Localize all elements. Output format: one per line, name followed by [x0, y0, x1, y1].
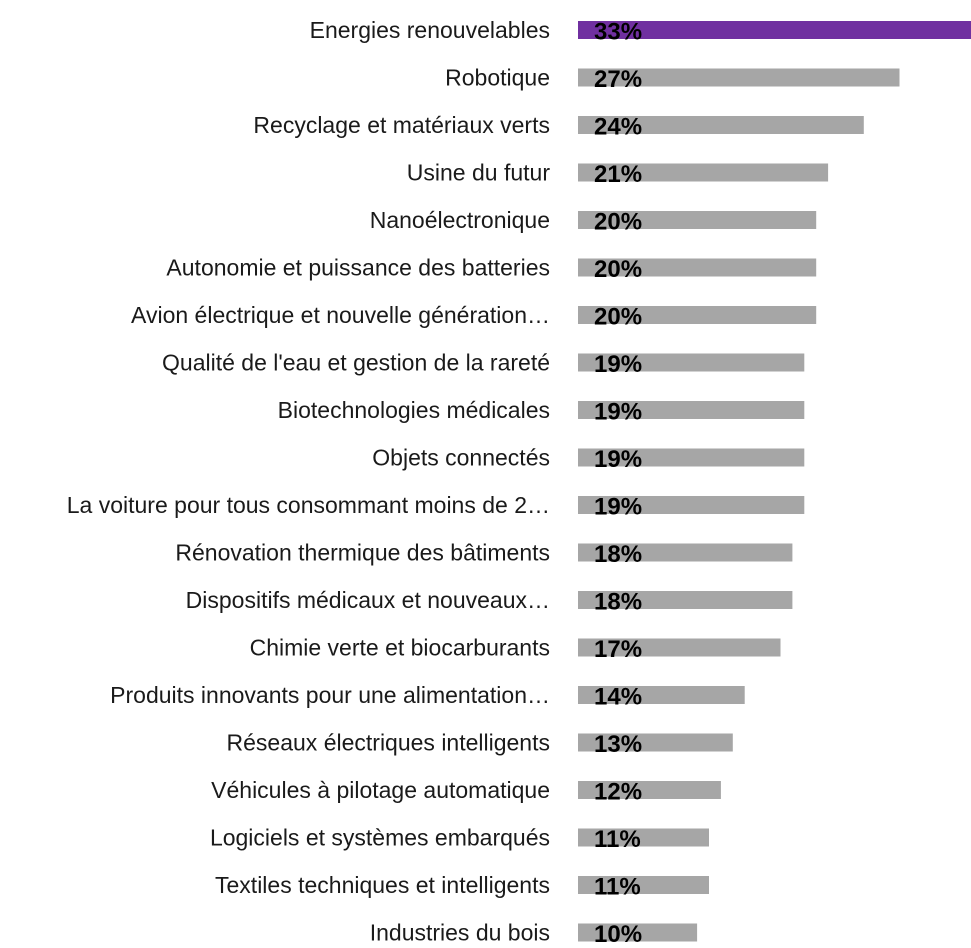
- category-label: Avion électrique et nouvelle génération…: [131, 302, 550, 328]
- category-label: Nanoélectronique: [370, 207, 550, 233]
- bar: [578, 258, 817, 277]
- category-label: Objets connectés: [372, 445, 550, 471]
- category-labels-group: Energies renouvelables Robotique Recyclage…: [67, 17, 551, 946]
- value-label: 27%: [594, 66, 642, 93]
- bar: [578, 353, 805, 372]
- value-label: 14%: [594, 684, 642, 711]
- category-label: Industries du bois: [370, 920, 550, 946]
- value-label: 21%: [594, 161, 642, 188]
- category-label: Biotechnologies médicales: [278, 397, 550, 423]
- bar: [578, 686, 745, 704]
- value-label: 11%: [594, 874, 641, 901]
- value-label: 12%: [594, 779, 642, 806]
- category-label: La voiture pour tous consommant moins de…: [67, 492, 550, 518]
- value-label: 20%: [594, 256, 642, 283]
- bar: [578, 306, 817, 324]
- category-label: Qualité de l'eau et gestion de la rareté: [162, 350, 550, 376]
- value-label: 19%: [594, 494, 642, 521]
- value-label: 18%: [594, 541, 642, 568]
- bar: [578, 638, 781, 657]
- category-label: Autonomie et puissance des batteries: [166, 255, 550, 281]
- value-label: 17%: [594, 636, 642, 663]
- value-label: 19%: [594, 446, 642, 473]
- bar: [578, 68, 900, 87]
- bar: [578, 733, 733, 752]
- bars-group: [578, 21, 971, 942]
- value-label: 13%: [594, 731, 642, 758]
- bar: [578, 828, 709, 847]
- value-label: 20%: [594, 304, 642, 331]
- bar: [578, 591, 793, 609]
- category-label: Textiles techniques et intelligents: [215, 872, 550, 898]
- value-label: 19%: [594, 351, 642, 378]
- bar: [578, 116, 864, 134]
- value-labels-group: 33% 27% 24% 21% 20% 20% 20% 19% 19% 19% 19% 18% 18% 1…: [594, 19, 642, 948]
- category-label: Recyclage et matériaux verts: [253, 112, 550, 138]
- category-label: Robotique: [445, 65, 550, 91]
- bar: [578, 401, 805, 419]
- bar: [578, 923, 698, 942]
- bar: [578, 211, 817, 229]
- category-label: Energies renouvelables: [310, 17, 550, 43]
- value-label: 24%: [594, 114, 642, 141]
- value-label: 10%: [594, 921, 642, 948]
- bar: [578, 21, 971, 39]
- category-label: Réseaux électriques intelligents: [227, 730, 550, 756]
- value-label: 19%: [594, 399, 642, 426]
- category-label: Usine du futur: [407, 160, 551, 186]
- category-label: Produits innovants pour une alimentation…: [110, 682, 550, 708]
- value-label: 18%: [594, 589, 642, 616]
- category-label: Rénovation thermique des bâtiments: [175, 540, 550, 566]
- category-label: Véhicules à pilotage automatique: [211, 777, 550, 803]
- bar: [578, 163, 829, 182]
- bar: [578, 448, 805, 467]
- value-label: 11%: [594, 826, 641, 853]
- bar: [578, 876, 709, 894]
- value-label: 33%: [594, 19, 642, 46]
- bar: [578, 543, 793, 562]
- category-label: Logiciels et systèmes embarqués: [210, 825, 550, 851]
- category-label: Dispositifs médicaux et nouveaux…: [186, 587, 550, 613]
- value-label: 20%: [594, 209, 642, 236]
- bar: [578, 781, 721, 799]
- bar: [578, 496, 805, 514]
- category-label: Chimie verte et biocarburants: [250, 635, 550, 661]
